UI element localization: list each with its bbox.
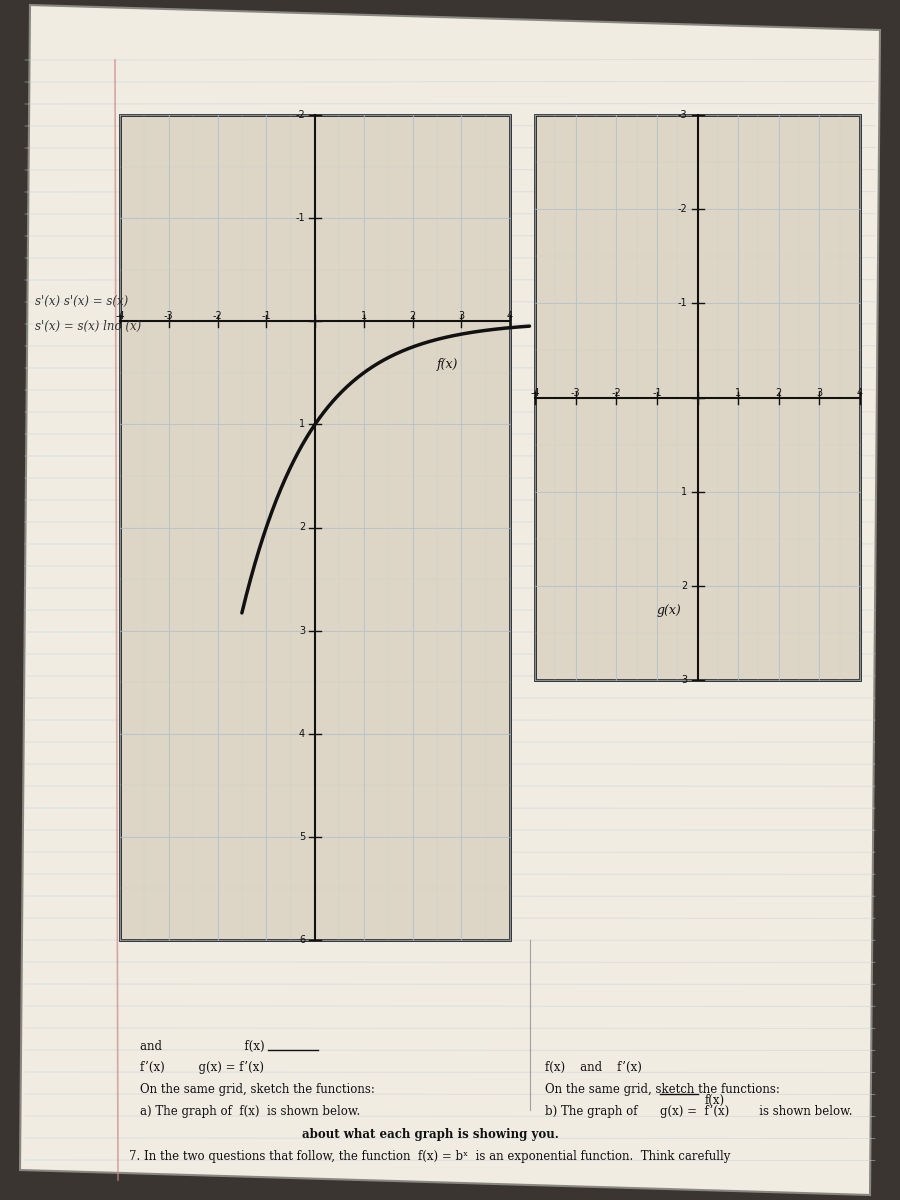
Bar xyxy=(120,115,510,940)
Text: -2: -2 xyxy=(611,388,621,397)
Text: f(x): f(x) xyxy=(436,358,458,371)
Text: 4: 4 xyxy=(857,388,863,397)
Text: 1: 1 xyxy=(299,419,305,430)
Text: -2: -2 xyxy=(295,110,305,120)
Text: -1: -1 xyxy=(652,388,662,397)
Text: f’(x)         g(x) = f’(x): f’(x) g(x) = f’(x) xyxy=(140,1061,264,1074)
Text: On the same grid, sketch the functions:: On the same grid, sketch the functions: xyxy=(140,1082,375,1096)
Text: 3: 3 xyxy=(816,388,823,397)
Text: -4: -4 xyxy=(530,388,540,397)
Text: 6: 6 xyxy=(299,935,305,946)
Text: -4: -4 xyxy=(115,311,125,322)
Text: s'(x) s'(x) = s(x): s'(x) s'(x) = s(x) xyxy=(35,295,128,308)
Text: -1: -1 xyxy=(678,299,688,308)
Text: 1: 1 xyxy=(681,487,688,497)
Text: -1: -1 xyxy=(295,214,305,223)
Text: -3: -3 xyxy=(571,388,580,397)
Text: f(x)    and    f’(x): f(x) and f’(x) xyxy=(545,1061,642,1074)
Text: a) The graph of  f(x)  is shown below.: a) The graph of f(x) is shown below. xyxy=(140,1105,360,1118)
Text: On the same grid, sketch the functions:: On the same grid, sketch the functions: xyxy=(545,1082,780,1096)
Text: 3: 3 xyxy=(458,311,464,322)
Text: 2: 2 xyxy=(410,311,416,322)
Text: about what each graph is showing you.: about what each graph is showing you. xyxy=(302,1128,558,1141)
Text: 7. In the two questions that follow, the function  f(x) = bˣ  is an exponential : 7. In the two questions that follow, the… xyxy=(130,1150,731,1163)
Text: 5: 5 xyxy=(299,832,305,842)
Text: -3: -3 xyxy=(678,110,688,120)
Text: 1: 1 xyxy=(361,311,367,322)
Text: 2: 2 xyxy=(299,522,305,533)
Polygon shape xyxy=(20,5,880,1195)
Text: and                      f(x): and f(x) xyxy=(140,1040,265,1054)
Text: 3: 3 xyxy=(681,674,688,685)
Text: -1: -1 xyxy=(261,311,271,322)
Text: 2: 2 xyxy=(681,581,688,590)
Text: -2: -2 xyxy=(678,204,688,214)
Text: 1: 1 xyxy=(735,388,742,397)
Text: 4: 4 xyxy=(299,728,305,739)
Text: -3: -3 xyxy=(164,311,174,322)
Text: f(x): f(x) xyxy=(705,1094,725,1106)
Bar xyxy=(535,115,860,680)
Text: 3: 3 xyxy=(299,625,305,636)
Text: 2: 2 xyxy=(776,388,782,397)
Text: b) The graph of      g(x) =  f’(x)        is shown below.: b) The graph of g(x) = f’(x) is shown be… xyxy=(545,1105,852,1118)
Text: s'(x) = s(x) lno (x): s'(x) = s(x) lno (x) xyxy=(35,320,141,332)
Text: g(x): g(x) xyxy=(657,604,681,617)
Text: 4: 4 xyxy=(507,311,513,322)
Text: -2: -2 xyxy=(212,311,222,322)
